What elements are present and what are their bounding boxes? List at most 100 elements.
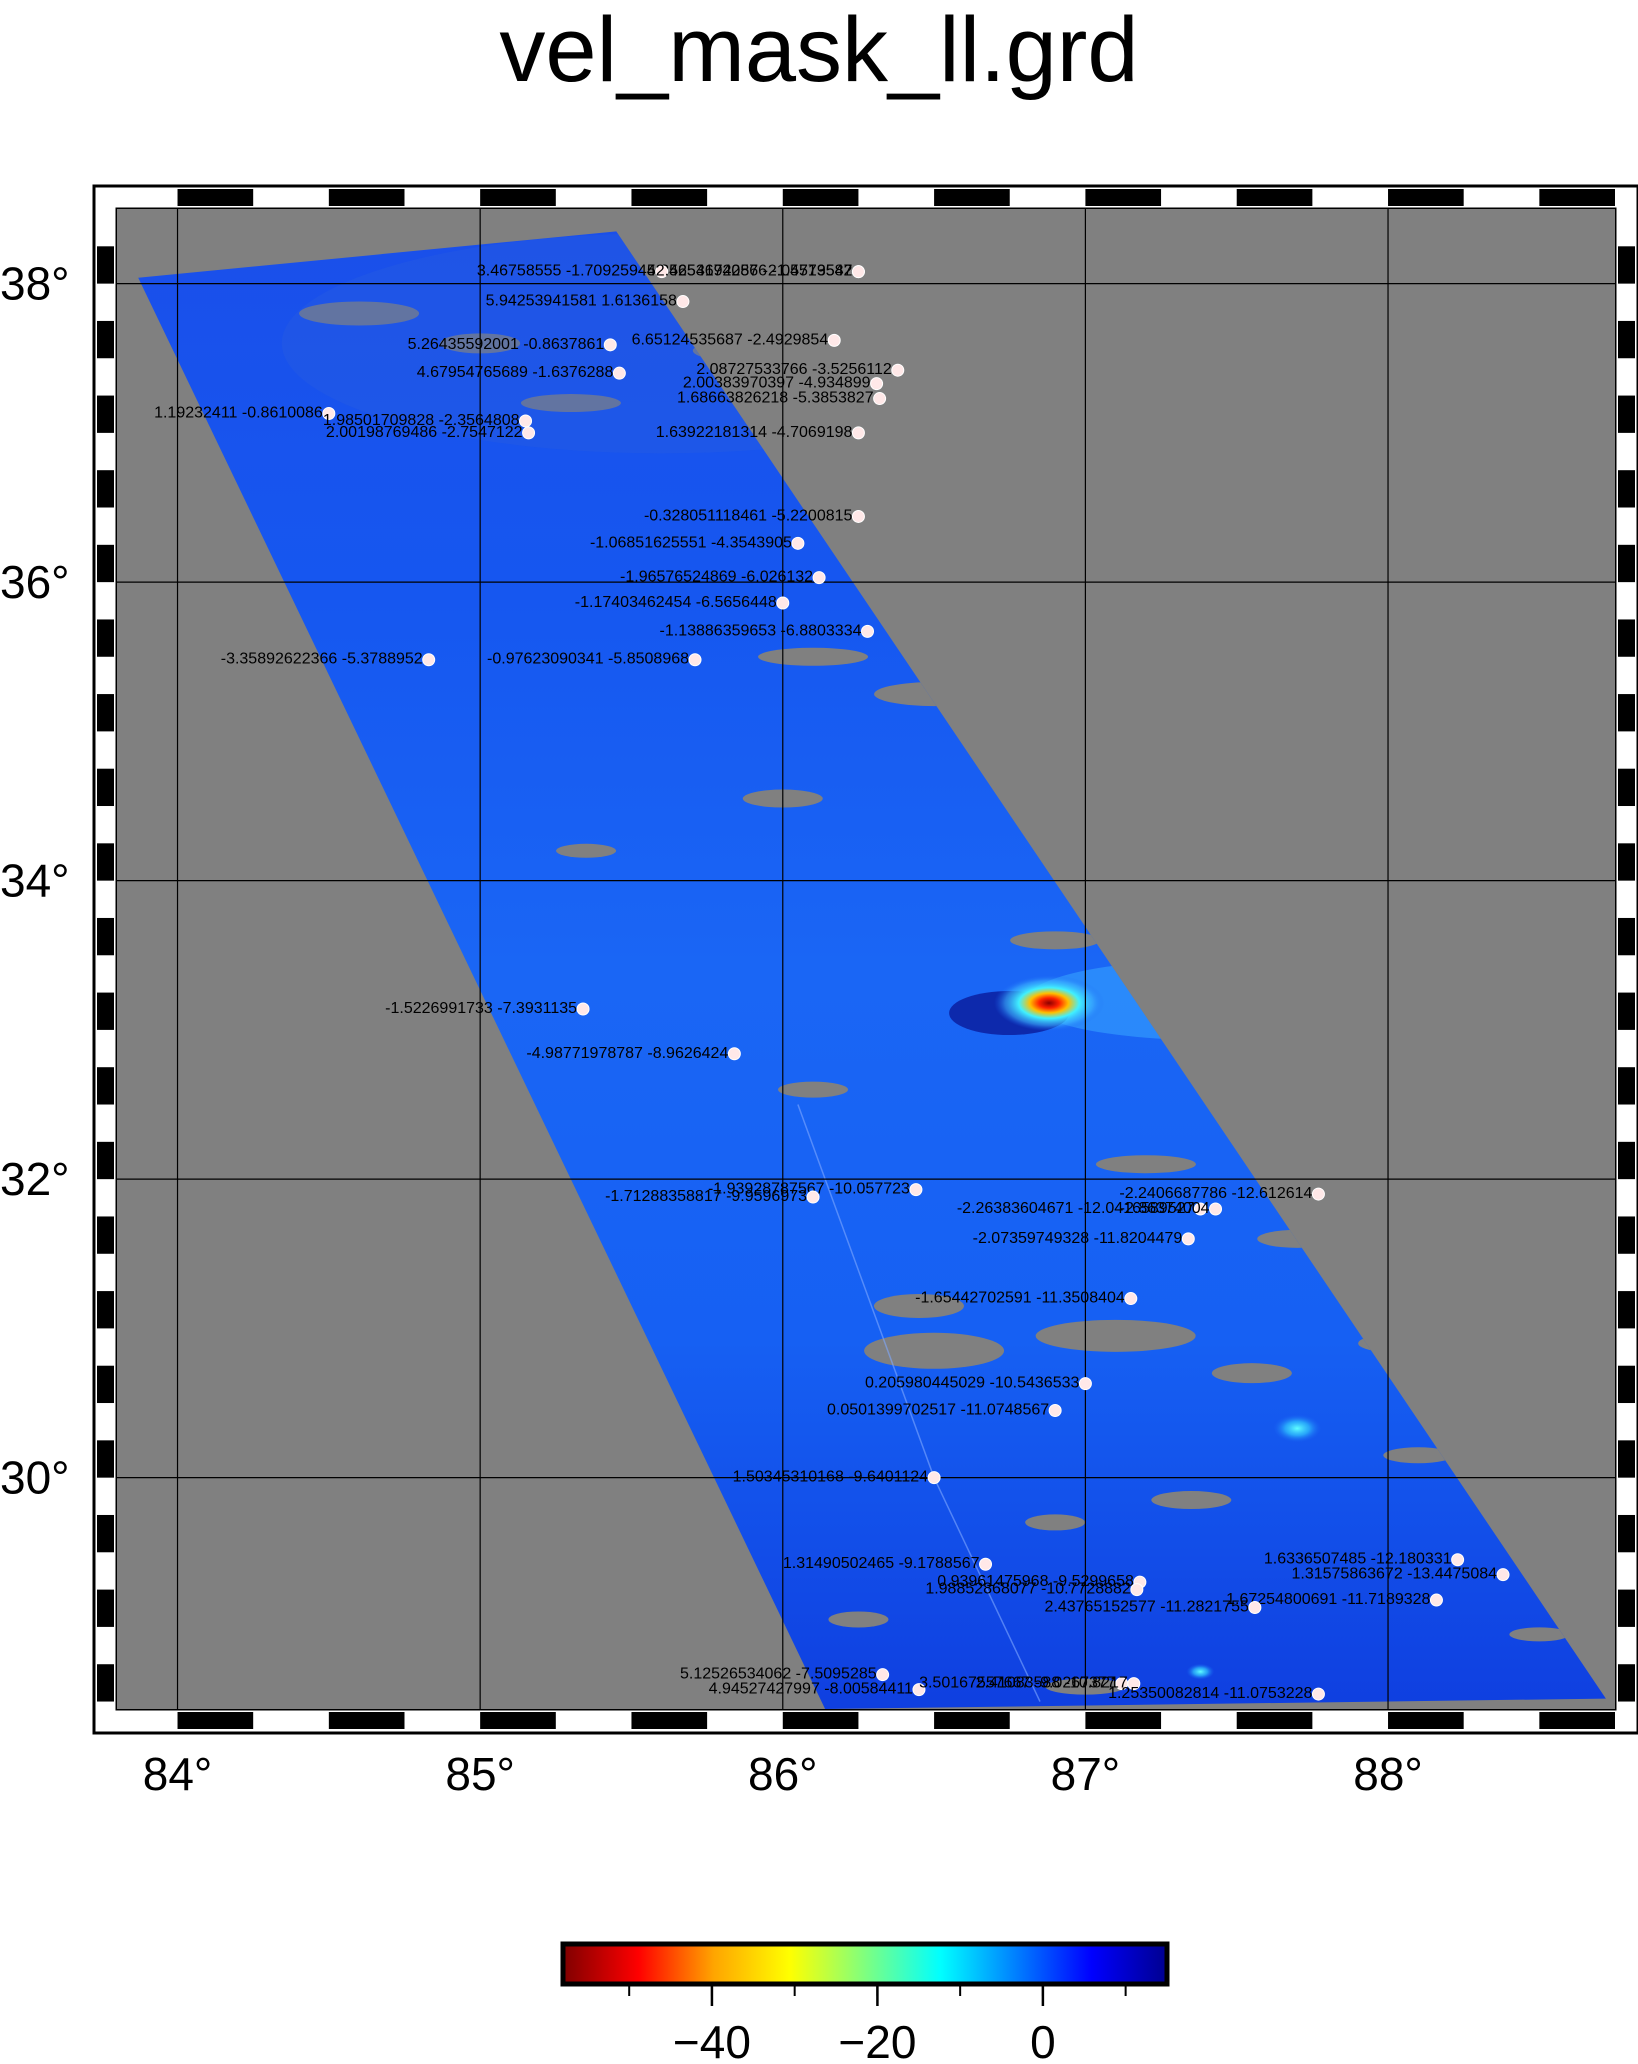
station-marker [912, 1683, 926, 1697]
station-label: 0.205980445029 -10.5436533 [865, 1375, 1080, 1392]
frame-segment [97, 694, 114, 732]
mask-patch [1509, 1627, 1570, 1642]
station-marker [522, 426, 536, 440]
frame-segment [782, 1712, 859, 1729]
lat-tick-label: 36° [0, 556, 70, 608]
station-label: -1.13886359653 -6.8803334 [660, 622, 862, 639]
frame-segment [1618, 470, 1635, 508]
frame-segment [1618, 1365, 1635, 1404]
station-marker [827, 333, 841, 347]
frame-segment [1618, 1514, 1635, 1553]
colorbar-tick-label: −40 [673, 2016, 751, 2064]
station-label: 5.26435592001 -0.8637861 [408, 336, 605, 353]
mask-patch [864, 1332, 1005, 1369]
lat-tick-label: 32° [0, 1153, 70, 1205]
frame-segment [177, 189, 254, 206]
station-label: 3.46758555 -1.70925945 [477, 263, 656, 280]
anomaly [1273, 1414, 1322, 1443]
frame-segment [97, 917, 114, 956]
frame-segment [1618, 619, 1635, 657]
station-marker [676, 295, 690, 309]
mask-patch [520, 394, 621, 413]
station-marker [979, 1557, 993, 1571]
station-label: -3.35892622366 -5.3788952 [221, 651, 423, 668]
frame-segment [177, 1712, 254, 1729]
station-label: 5.94253941581 1.6136158 [486, 293, 677, 310]
mask-patch [1025, 1514, 1086, 1531]
station-marker [1130, 1583, 1144, 1597]
frame-segment [1618, 544, 1635, 583]
frame-segment [1388, 1712, 1464, 1729]
anomaly [994, 975, 1105, 1032]
station-marker [851, 426, 865, 440]
frame-segment [1618, 1440, 1635, 1478]
frame-segment [97, 1664, 114, 1702]
frame-segment [1618, 1664, 1635, 1702]
frame-segment [934, 1712, 1010, 1729]
frame-segment [1618, 768, 1635, 807]
mask-patch [1151, 1491, 1232, 1510]
frame-segment [97, 992, 114, 1030]
station-marker [812, 571, 826, 585]
frame-segment [97, 1141, 114, 1180]
frame-segment [1618, 843, 1635, 881]
station-label: -1.5226991733 -7.3931135 [385, 1000, 577, 1017]
station-marker [322, 406, 336, 420]
lon-tick-label: 86° [748, 1748, 818, 1800]
lon-tick-label: 85° [445, 1748, 515, 1800]
frame-segment [97, 1067, 114, 1105]
mask-patch [828, 1611, 889, 1628]
frame-segment [1618, 917, 1635, 956]
station-label: -1.06851625551 -4.3543905 [590, 534, 792, 551]
station-label: 6.65124535687 -2.4929854 [632, 331, 829, 348]
station-marker [1209, 1202, 1223, 1216]
lon-tick-label: 88° [1353, 1748, 1423, 1800]
station-label: 4.34653194286 -2.05573582 [647, 263, 853, 280]
station-label: 3.50167557667 -9.0267377 [919, 1675, 1116, 1692]
station-label: 1.67254800691 -11.7189328 [1226, 1591, 1430, 1608]
colorbar-tick-label: 0 [1030, 2016, 1056, 2064]
frame-segment [1618, 246, 1635, 284]
frame-segment [1388, 189, 1464, 206]
frame-segment [480, 1712, 556, 1729]
station-label: 4.94527427997 -8.00584411 [709, 1681, 913, 1698]
station-marker [851, 509, 865, 523]
frame-segment [1085, 1712, 1162, 1729]
frame-segment [1618, 992, 1635, 1030]
station-label: -1.96576524869 -6.026132 [620, 569, 813, 586]
frame-segment [97, 1514, 114, 1553]
station-marker [519, 414, 533, 428]
colorbar-tick-label: −20 [838, 2016, 916, 2064]
frame-segment [97, 470, 114, 508]
station-marker [688, 653, 702, 667]
station-label: -0.328051118461 -5.2200815 [644, 507, 853, 524]
frame-segment [97, 619, 114, 657]
station-marker [1078, 1377, 1092, 1391]
colorbar: −40 −20 0 [560, 1941, 1170, 2064]
frame-segment [480, 189, 556, 206]
frame-segment [1618, 1291, 1635, 1329]
station-label: 2.43765152577 -11.2821755 [1045, 1599, 1249, 1616]
station-marker [1496, 1568, 1510, 1582]
station-label: -1.65442702591 -11.3508404 [915, 1290, 1125, 1307]
station-marker [876, 1668, 890, 1682]
mask-patch [1211, 1363, 1292, 1384]
frame-segment [1085, 189, 1162, 206]
station-label: -2.26383604671 -12.0416589527 [957, 1200, 1195, 1217]
mask-patch [1095, 1155, 1196, 1174]
station-marker [891, 363, 905, 377]
station-label: 2.00383970397 -4.934899 [683, 375, 871, 392]
frame-segment [631, 1712, 708, 1729]
frame-segment [97, 1589, 114, 1627]
station-marker [851, 265, 865, 279]
station-marker [1193, 1202, 1207, 1216]
station-marker [1181, 1232, 1195, 1246]
station-label: 1.98852868077 -10.7728882 [925, 1581, 1131, 1598]
station-marker [927, 1471, 941, 1485]
station-label: 1.63922181314 -4.7069198 [656, 424, 853, 441]
mask-patch [556, 843, 617, 858]
mask-patch [1010, 931, 1101, 950]
station-marker [909, 1183, 923, 1197]
frame-segment [97, 1365, 114, 1404]
frame-segment [97, 1440, 114, 1478]
